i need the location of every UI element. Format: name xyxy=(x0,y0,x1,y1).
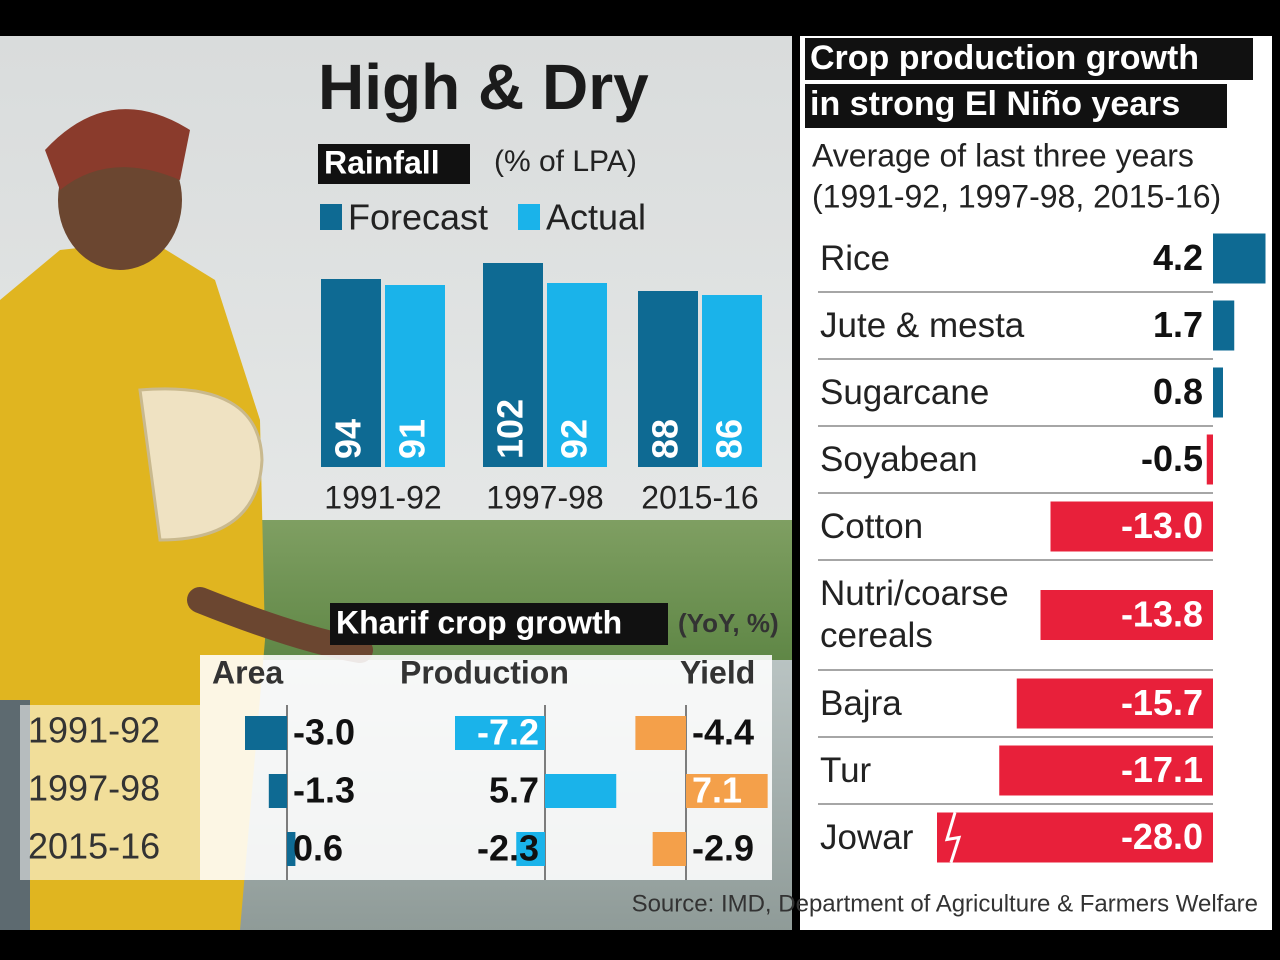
row-label-panel xyxy=(20,705,200,880)
subtitle-box xyxy=(318,144,470,184)
column-header: Production xyxy=(400,654,569,690)
value-label: -13.8 xyxy=(1121,594,1203,635)
bar xyxy=(385,285,445,467)
value-label: -28.0 xyxy=(1121,816,1203,857)
value-label: -4.4 xyxy=(692,712,754,753)
row-label: 1997-98 xyxy=(28,768,160,809)
value-label: 92 xyxy=(554,419,595,459)
value-label: -13.0 xyxy=(1121,505,1203,546)
y-tick-label: Bajra xyxy=(820,683,902,723)
bar xyxy=(635,716,686,750)
value-label: 7.1 xyxy=(692,770,742,811)
value-label: -0.5 xyxy=(1141,438,1203,479)
bar xyxy=(1206,434,1213,485)
column-header: Yield xyxy=(680,654,755,690)
value-label: -15.7 xyxy=(1121,682,1203,723)
axis-break xyxy=(944,812,962,863)
value-label: 1.7 xyxy=(1153,304,1203,345)
value-label: 5.7 xyxy=(489,770,539,811)
column-header: Area xyxy=(212,654,283,690)
y-tick-label: Tur xyxy=(820,750,872,790)
chart-title: Kharif crop growth xyxy=(336,604,622,640)
value-label: -2.9 xyxy=(692,828,754,869)
bar xyxy=(455,716,545,750)
chart-note: (% of LPA) xyxy=(494,145,637,178)
chart-note: (YoY, %) xyxy=(678,608,779,638)
value-label: -1.3 xyxy=(293,770,355,811)
bar xyxy=(547,283,607,467)
chart-title: in strong El Niño years xyxy=(810,85,1180,123)
bar xyxy=(702,295,762,467)
bar xyxy=(1213,367,1223,418)
title-box xyxy=(805,84,1227,128)
y-tick-label: Cotton xyxy=(820,506,924,546)
bar xyxy=(1213,300,1235,351)
bar xyxy=(1213,233,1266,284)
legend-label: Forecast xyxy=(348,197,488,238)
chart-title: Crop production growth xyxy=(810,39,1199,77)
y-tick-label: Rice xyxy=(820,238,891,278)
bar xyxy=(686,774,768,808)
bar xyxy=(937,812,1213,863)
bar xyxy=(268,774,287,808)
y-tick-label: Sugarcane xyxy=(820,372,990,412)
value-label: 102 xyxy=(490,399,531,459)
value-label: 94 xyxy=(328,419,369,459)
bar xyxy=(1016,678,1213,729)
y-tick-label: Jowar xyxy=(820,817,914,857)
value-label: 4.2 xyxy=(1153,237,1203,278)
bar xyxy=(516,832,545,866)
bar xyxy=(652,832,686,866)
value-label: 86 xyxy=(709,419,750,459)
title-box xyxy=(805,38,1253,80)
bar xyxy=(321,279,381,467)
source: Source: IMD, Department of Agriculture &… xyxy=(632,890,1258,917)
y-tick-label: Soyabean xyxy=(820,439,978,479)
legend-label: Actual xyxy=(546,197,646,238)
bar xyxy=(245,716,287,750)
bar xyxy=(1050,501,1213,552)
bar xyxy=(287,832,296,866)
value-label: 91 xyxy=(392,419,433,459)
value-label: -3.0 xyxy=(293,712,355,753)
legend-swatch xyxy=(518,204,540,230)
title-box xyxy=(330,603,668,645)
bar xyxy=(483,263,543,467)
legend-swatch xyxy=(320,204,342,230)
x-tick-label: 2015-16 xyxy=(641,479,758,515)
x-tick-label: 1991-92 xyxy=(324,479,441,515)
value-label: 0.8 xyxy=(1153,371,1203,412)
value-label: 0.6 xyxy=(293,828,343,869)
bar xyxy=(999,745,1213,796)
bar xyxy=(1040,590,1213,640)
chart-subtitle: Rainfall xyxy=(324,144,440,180)
bar xyxy=(638,291,698,467)
value-label: -7.2 xyxy=(477,712,539,753)
chart-title: High & Dry xyxy=(318,51,649,123)
y-tick-label: Nutri/coarse cereals xyxy=(820,574,1009,655)
chart-subtitle: (1991-92, 1997-98, 2015-16) xyxy=(812,178,1221,214)
y-tick-label: Jute & mesta xyxy=(820,305,1025,345)
row-label: 1991-92 xyxy=(28,710,160,751)
row-label: 2015-16 xyxy=(28,826,160,867)
x-tick-label: 1997-98 xyxy=(486,479,603,515)
value-label: -2.3 xyxy=(477,828,539,869)
chart-subtitle: Average of last three years xyxy=(812,137,1194,173)
bar xyxy=(545,774,617,808)
value-label: 88 xyxy=(645,419,686,459)
value-label: -17.1 xyxy=(1121,749,1203,790)
